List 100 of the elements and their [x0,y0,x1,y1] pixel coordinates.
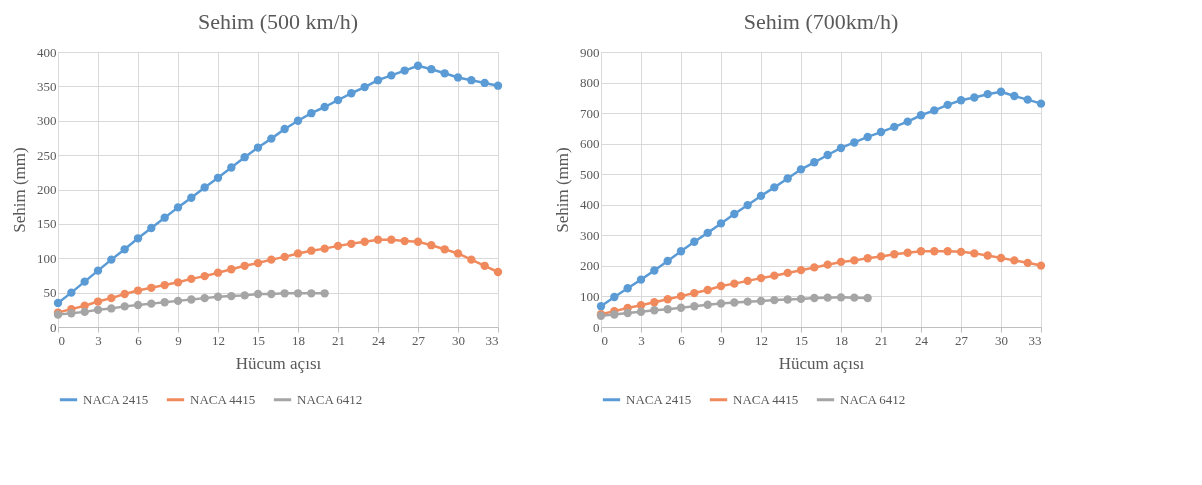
x-axis-title: Hücum açısı [778,353,865,373]
point [756,273,766,283]
y-tick-label: 100 [580,288,600,304]
point [480,78,489,88]
point [850,256,859,265]
y-tick-label: 800 [580,75,600,91]
point [253,258,263,268]
point [770,295,779,305]
point [916,247,926,256]
point [956,96,966,105]
point [200,183,209,192]
x-tick-label: 30 [452,332,465,348]
point [440,245,449,254]
x-tick-label: 3 [638,332,645,348]
x-tick-label: 12 [755,332,768,348]
point [107,255,116,264]
point [703,285,712,295]
x-tick-label: 21 [875,332,888,348]
y-axis-title: Sehim (mm) [553,147,572,233]
point [307,109,316,118]
point [80,307,89,317]
point [636,275,646,284]
y-tick-label: 0 [593,319,600,335]
point [890,122,899,132]
point [387,71,396,80]
point [663,295,672,304]
point [930,247,939,256]
point [253,143,263,152]
point [320,102,329,112]
point [280,289,289,298]
x-tick-label: 9 [718,332,725,348]
point [347,89,356,98]
point [227,291,236,301]
point [730,209,739,219]
point [690,302,699,311]
point [1023,258,1032,268]
point [756,191,766,201]
point [743,297,752,306]
y-tick-label: 600 [580,136,600,152]
y-tick-label: 200 [580,258,600,274]
point [650,298,659,307]
point [107,293,116,303]
x-tick-label: 30 [995,332,1008,348]
point [730,298,739,307]
x-tick-label: 18 [835,332,848,348]
point [876,127,886,137]
point [970,249,979,258]
y-tick-label: 100 [37,250,57,266]
point [1010,256,1019,265]
point [93,297,103,306]
y-tick-label: 900 [580,44,600,60]
x-tick-label: 15 [795,332,808,348]
point [663,256,672,266]
y-tick-label: 150 [37,216,57,232]
point [1010,91,1019,101]
point [983,89,992,99]
point [120,302,129,311]
y-tick-label: 400 [37,44,57,60]
point [93,266,103,275]
point [147,283,156,292]
point [836,143,846,153]
point [293,116,303,125]
point [187,193,196,202]
x-tick-label: 27 [412,332,426,348]
point [650,306,659,315]
point [823,293,832,302]
point [360,82,369,92]
point [690,237,699,246]
x-tick-label: 24 [915,332,929,348]
point [307,246,316,255]
point [133,286,143,295]
point [213,292,223,301]
point [173,203,183,212]
point [703,228,712,238]
point [810,158,819,167]
point [373,235,383,244]
point [810,293,819,303]
x-tick-label: 27 [955,332,969,348]
point [320,289,329,298]
point [240,153,249,162]
x-tick-label: 9 [175,332,182,348]
point [676,247,686,256]
y-tick-label: 300 [37,113,57,129]
point [783,268,792,278]
point [850,293,859,302]
point [133,300,143,310]
point [610,292,619,302]
y-tick-label: 400 [580,197,600,213]
point [187,274,196,284]
y-tick-label: 250 [37,147,57,163]
point [996,87,1006,96]
legend-label: NACA 2415 [83,391,149,407]
y-axis-title: Sehim (mm) [10,147,29,233]
point [333,95,343,105]
point [67,309,76,318]
point [1036,261,1046,270]
point [636,307,646,316]
point [413,61,423,70]
point [307,289,316,298]
point [400,66,409,75]
